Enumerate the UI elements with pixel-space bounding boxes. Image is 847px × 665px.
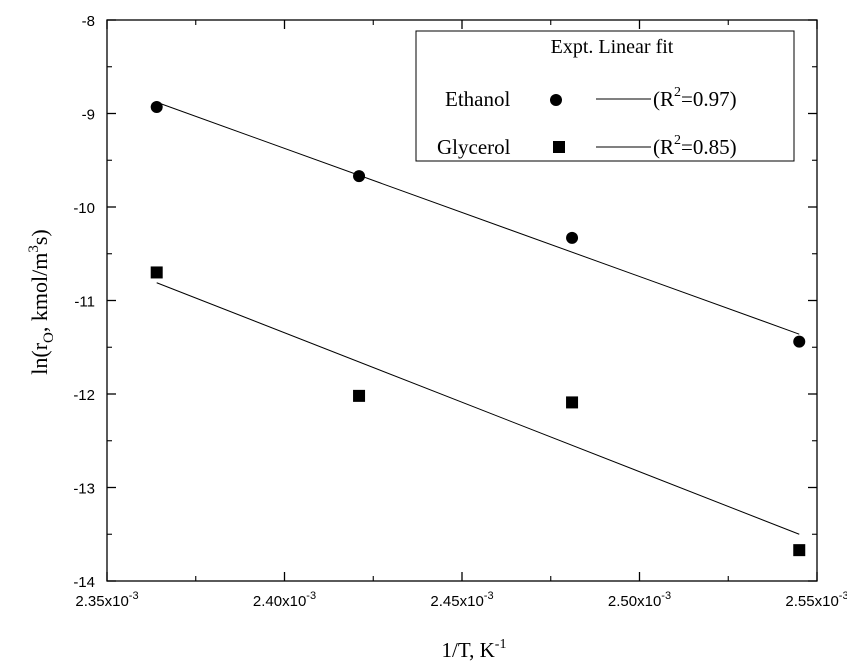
y-tick-label: -11 (74, 294, 95, 311)
x-tick-label: 2.45x10-3 (430, 590, 493, 610)
legend-fit-ethanol-post: =0.97) (681, 87, 737, 111)
y-tick-label: -8 (82, 13, 95, 30)
data-point-ethanol (150, 100, 163, 113)
data-point-glycerol (793, 544, 806, 557)
legend-marker-square (553, 141, 565, 153)
legend-header: Expt. Linear fit (551, 36, 674, 58)
legend-label-ethanol: Ethanol (445, 87, 510, 111)
legend-fit-label-glycerol: (R2=0.85) (653, 133, 737, 159)
y-tick-label: -10 (73, 200, 95, 217)
x-tick-label-exponent: -3 (306, 590, 316, 602)
x-axis-label: 1/T, K-1 (442, 637, 507, 662)
x-tick-label-exponent: -3 (661, 590, 671, 602)
data-point-ethanol (793, 335, 806, 348)
x-tick-label-mantissa: 2.35x10 (75, 593, 128, 610)
x-tick-label: 2.35x10-3 (75, 590, 138, 610)
y-axis-label-part-2: , kmol/m (27, 253, 52, 332)
legend-fit-ethanol-pre: (R (653, 87, 674, 111)
y-tick-label: -13 (73, 481, 95, 498)
legend-fit-glycerol-sup: 2 (674, 133, 681, 148)
x-tick-label: 2.50x10-3 (608, 590, 671, 610)
x-tick-label-mantissa: 2.55x10 (785, 593, 838, 610)
legend-marker-circle (550, 94, 562, 106)
x-tick-label-exponent: -3 (839, 590, 847, 602)
axes: 2.35x10-3 2.40x10-3 2.45x10-3 2.50x10-3 2.55… (73, 13, 847, 610)
legend-label-glycerol: Glycerol (437, 135, 511, 159)
legend-entry-ethanol: Ethanol (R2=0.97) (445, 85, 737, 111)
x-tick-label-exponent: -3 (129, 590, 139, 602)
x-axis-label-superscript: -1 (495, 637, 507, 652)
legend-fit-glycerol-post: =0.85) (681, 135, 737, 159)
data-point-glycerol (566, 396, 579, 409)
y-tick-label: -12 (73, 387, 95, 404)
y-axis-label-superscript: 3 (26, 245, 42, 253)
data-point-ethanol (353, 170, 366, 183)
legend-fit-glycerol-pre: (R (653, 135, 674, 159)
x-axis-label-base: 1/T, K (442, 638, 495, 662)
x-tick-label-mantissa: 2.45x10 (430, 593, 483, 610)
y-tick-label: -14 (73, 574, 95, 591)
x-tick-label: 2.55x10-3 (785, 590, 847, 610)
legend: Expt. Linear fit Ethanol (R2=0.97) Glyce… (415, 30, 795, 162)
data-point-glycerol (150, 266, 163, 279)
legend-fit-label-ethanol: (R2=0.97) (653, 85, 737, 111)
y-axis-label-part-3: s) (27, 229, 52, 245)
x-tick-label-mantissa: 2.40x10 (253, 593, 306, 610)
x-tick-label: 2.40x10-3 (253, 590, 316, 610)
data-point-glycerol (353, 389, 366, 402)
plot-area (150, 100, 806, 557)
y-tick-label: -9 (82, 107, 95, 124)
legend-entry-glycerol: Glycerol (R2=0.85) (437, 133, 737, 159)
fit-line-ethanol (156, 101, 800, 335)
legend-fit-ethanol-sup: 2 (674, 85, 681, 100)
data-point-ethanol (566, 231, 579, 244)
y-axis-label-part-1: ln(r (27, 342, 52, 374)
y-axis-label: ln(rO, kmol/m3s) (26, 229, 57, 374)
x-tick-label-exponent: -3 (484, 590, 494, 602)
y-axis-label-subscript: O (41, 332, 57, 343)
fit-line-glycerol (156, 282, 800, 535)
legend-box (415, 30, 795, 162)
x-tick-label-mantissa: 2.50x10 (608, 593, 661, 610)
